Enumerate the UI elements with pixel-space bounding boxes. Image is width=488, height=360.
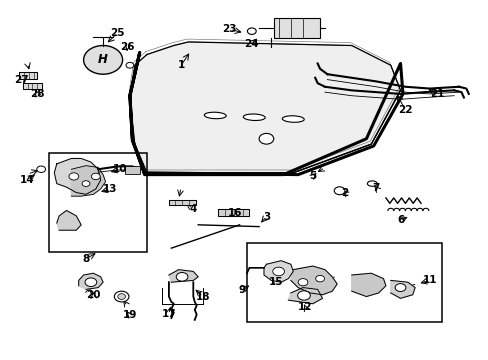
Circle shape (37, 166, 45, 172)
Text: 8: 8 (82, 254, 89, 264)
Circle shape (394, 284, 405, 292)
Polygon shape (71, 166, 105, 196)
Text: 3: 3 (262, 212, 269, 221)
Text: 20: 20 (86, 291, 101, 301)
Text: 17: 17 (161, 310, 176, 319)
Circle shape (85, 278, 97, 287)
Circle shape (82, 181, 90, 186)
Circle shape (176, 273, 187, 281)
Text: 23: 23 (222, 24, 237, 35)
Polygon shape (217, 210, 249, 216)
Text: 25: 25 (110, 28, 125, 38)
Text: 4: 4 (189, 204, 197, 214)
Text: 26: 26 (120, 42, 135, 52)
Text: H: H (98, 53, 108, 66)
Ellipse shape (366, 181, 376, 186)
Text: 14: 14 (20, 175, 35, 185)
Text: 28: 28 (30, 89, 44, 99)
Polygon shape (168, 270, 198, 282)
Circle shape (333, 187, 344, 195)
Text: 27: 27 (14, 75, 28, 85)
Text: 1: 1 (177, 60, 184, 70)
Polygon shape (351, 273, 385, 297)
Text: 19: 19 (122, 310, 137, 320)
Circle shape (259, 134, 273, 144)
Bar (49, 153, 147, 252)
Bar (273, 18, 320, 39)
Circle shape (315, 275, 324, 282)
Text: 9: 9 (238, 285, 245, 295)
Circle shape (297, 291, 310, 300)
Polygon shape (290, 266, 336, 295)
Text: 12: 12 (298, 302, 312, 312)
Polygon shape (130, 42, 400, 173)
Text: 22: 22 (397, 105, 412, 115)
Bar (125, 166, 140, 174)
Polygon shape (19, 72, 37, 78)
Text: 16: 16 (227, 208, 242, 218)
Polygon shape (390, 280, 414, 298)
Polygon shape (57, 211, 81, 230)
Text: 7: 7 (372, 183, 379, 193)
Circle shape (247, 28, 256, 35)
Bar (246, 243, 441, 321)
Text: 2: 2 (340, 188, 347, 198)
Circle shape (126, 62, 134, 68)
Text: 6: 6 (396, 215, 404, 225)
Text: 18: 18 (195, 292, 210, 302)
Text: 5: 5 (308, 171, 316, 181)
Polygon shape (79, 273, 103, 289)
Circle shape (272, 267, 284, 276)
Circle shape (114, 291, 129, 302)
Text: 10: 10 (113, 164, 127, 174)
Polygon shape (264, 261, 293, 282)
Text: 15: 15 (268, 277, 283, 287)
Circle shape (118, 294, 125, 300)
Circle shape (69, 173, 79, 180)
Text: 13: 13 (103, 184, 118, 194)
Text: 11: 11 (422, 275, 436, 285)
Circle shape (298, 279, 307, 286)
Polygon shape (288, 288, 322, 304)
Ellipse shape (282, 116, 304, 122)
Circle shape (91, 173, 100, 180)
Text: 21: 21 (429, 89, 444, 99)
Polygon shape (22, 83, 42, 89)
Circle shape (83, 45, 122, 74)
Text: 24: 24 (244, 39, 259, 49)
Polygon shape (54, 158, 101, 194)
Polygon shape (168, 200, 195, 205)
Ellipse shape (204, 112, 226, 119)
Ellipse shape (243, 114, 264, 121)
